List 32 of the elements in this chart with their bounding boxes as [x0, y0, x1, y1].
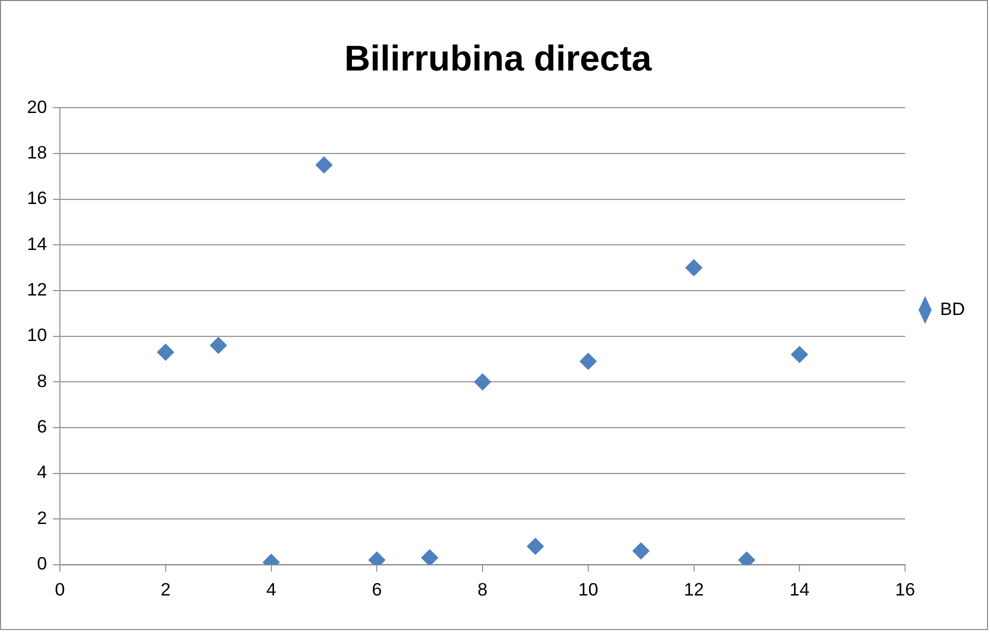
y-tick-label: 0: [36, 554, 47, 574]
x-tick-label: 6: [372, 579, 382, 600]
y-tick-label: 14: [26, 234, 47, 254]
x-tick-label: 10: [578, 579, 598, 600]
x-tick-label: 0: [54, 579, 65, 600]
chart-title: Bilirrubina directa: [344, 38, 653, 78]
y-tick-label: 6: [36, 416, 47, 437]
legend-label: BD: [940, 298, 966, 319]
point: [526, 538, 544, 555]
y-tick-label: 18: [26, 142, 47, 162]
point: [316, 156, 333, 174]
point: [632, 542, 650, 560]
point: [210, 336, 227, 354]
point: [580, 352, 597, 370]
x-tick-label: 12: [684, 579, 704, 600]
y-tick-label: 4: [36, 462, 47, 482]
point: [791, 346, 808, 363]
x-tick-label: 8: [478, 579, 488, 600]
point: [157, 344, 174, 361]
y-tick-label: 16: [26, 188, 47, 208]
point: [685, 259, 702, 276]
x-tick-label: 14: [790, 579, 810, 600]
y-tick-label: 10: [26, 325, 47, 346]
x-tick-label: 4: [266, 579, 276, 600]
y-tick-label: 12: [26, 280, 47, 300]
point: [421, 549, 438, 565]
point: [474, 373, 492, 390]
y-tick-label: 8: [36, 370, 47, 391]
y-tick-label: 2: [36, 508, 47, 528]
x-tick-label: 16: [895, 579, 916, 600]
x-tick-label: 2: [160, 579, 171, 600]
y-tick-label: 20: [26, 96, 47, 117]
